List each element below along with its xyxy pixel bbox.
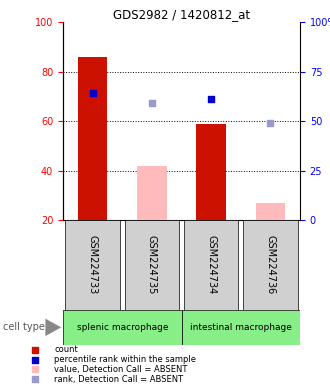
- Text: count: count: [54, 345, 78, 354]
- Text: GSM224736: GSM224736: [265, 235, 275, 295]
- Title: GDS2982 / 1420812_at: GDS2982 / 1420812_at: [113, 8, 250, 21]
- Text: GSM224735: GSM224735: [147, 235, 157, 295]
- Point: [90, 90, 95, 96]
- Text: value, Detection Call = ABSENT: value, Detection Call = ABSENT: [54, 365, 187, 374]
- Bar: [182, 310, 300, 345]
- Polygon shape: [46, 319, 61, 336]
- Bar: [125, 220, 179, 310]
- Bar: [63, 310, 182, 345]
- Bar: [184, 220, 238, 310]
- Point: [209, 96, 214, 103]
- Text: cell type: cell type: [3, 322, 45, 333]
- Text: intestinal macrophage: intestinal macrophage: [190, 323, 292, 332]
- Text: splenic macrophage: splenic macrophage: [77, 323, 168, 332]
- Bar: [255, 203, 285, 220]
- Bar: [137, 166, 167, 220]
- Text: GSM224733: GSM224733: [88, 235, 98, 295]
- Bar: [196, 124, 226, 220]
- Point: [33, 356, 38, 362]
- Point: [33, 366, 38, 372]
- Point: [33, 347, 38, 353]
- Point: [268, 120, 273, 126]
- Text: GSM224734: GSM224734: [206, 235, 216, 295]
- Point: [33, 376, 38, 382]
- Bar: [243, 220, 298, 310]
- Text: rank, Detection Call = ABSENT: rank, Detection Call = ABSENT: [54, 375, 183, 384]
- Bar: [65, 220, 120, 310]
- Text: percentile rank within the sample: percentile rank within the sample: [54, 355, 196, 364]
- Bar: [78, 57, 108, 220]
- Point: [149, 100, 154, 106]
